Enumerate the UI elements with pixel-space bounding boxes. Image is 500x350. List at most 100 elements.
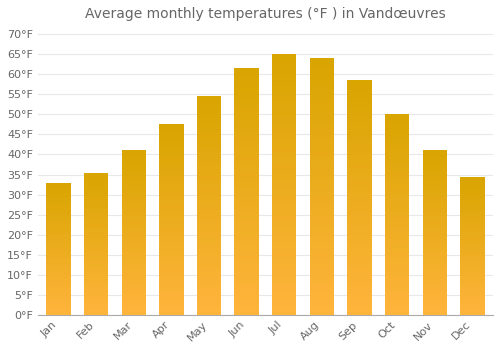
Bar bbox=[272, 91, 296, 96]
Bar bbox=[348, 90, 372, 95]
Bar bbox=[159, 300, 184, 303]
Bar bbox=[460, 240, 484, 243]
Bar bbox=[197, 245, 221, 249]
Bar bbox=[197, 228, 221, 232]
Bar bbox=[348, 249, 372, 254]
Bar bbox=[122, 312, 146, 315]
Bar bbox=[348, 136, 372, 141]
Bar bbox=[422, 308, 447, 312]
Bar bbox=[159, 261, 184, 265]
Bar bbox=[272, 101, 296, 106]
Bar bbox=[310, 212, 334, 217]
Bar bbox=[234, 275, 259, 280]
Bar bbox=[422, 275, 447, 279]
Bar bbox=[122, 229, 146, 233]
Bar bbox=[422, 150, 447, 154]
Bar bbox=[197, 293, 221, 297]
Bar bbox=[159, 186, 184, 189]
Bar bbox=[272, 75, 296, 80]
Bar bbox=[197, 184, 221, 188]
Bar bbox=[122, 157, 146, 160]
Bar bbox=[422, 187, 447, 190]
Bar bbox=[460, 232, 484, 235]
Bar bbox=[385, 183, 409, 187]
Bar bbox=[84, 187, 108, 190]
Bar bbox=[422, 154, 447, 157]
Bar bbox=[84, 198, 108, 201]
Bar bbox=[197, 267, 221, 271]
Bar bbox=[272, 200, 296, 205]
Bar bbox=[159, 273, 184, 277]
Bar bbox=[310, 69, 334, 74]
Bar bbox=[272, 169, 296, 174]
Bar bbox=[84, 301, 108, 303]
Bar bbox=[46, 193, 70, 196]
Bar bbox=[122, 177, 146, 180]
Bar bbox=[197, 188, 221, 193]
Bar bbox=[84, 281, 108, 284]
Bar bbox=[197, 205, 221, 210]
Bar bbox=[46, 198, 70, 201]
Bar bbox=[234, 310, 259, 315]
Bar bbox=[46, 217, 70, 219]
Bar bbox=[422, 226, 447, 229]
Bar bbox=[159, 132, 184, 136]
Bar bbox=[348, 127, 372, 132]
Bar bbox=[197, 288, 221, 293]
Bar bbox=[272, 268, 296, 273]
Bar bbox=[310, 284, 334, 289]
Bar bbox=[272, 258, 296, 263]
Bar bbox=[46, 299, 70, 302]
Bar bbox=[460, 248, 484, 251]
Bar bbox=[422, 183, 447, 187]
Bar bbox=[159, 125, 184, 128]
Bar bbox=[84, 195, 108, 198]
Bar bbox=[310, 299, 334, 304]
Bar bbox=[46, 270, 70, 272]
Bar bbox=[234, 211, 259, 216]
Bar bbox=[422, 213, 447, 216]
Bar bbox=[46, 214, 70, 217]
Bar bbox=[348, 141, 372, 146]
Bar bbox=[348, 291, 372, 296]
Bar bbox=[310, 253, 334, 258]
Bar bbox=[46, 248, 70, 251]
Bar bbox=[122, 226, 146, 229]
Bar bbox=[348, 104, 372, 108]
Bar bbox=[122, 288, 146, 292]
Bar bbox=[122, 170, 146, 174]
Bar bbox=[159, 166, 184, 170]
Bar bbox=[272, 284, 296, 289]
Bar bbox=[348, 301, 372, 306]
Bar bbox=[272, 294, 296, 299]
Bar bbox=[197, 258, 221, 262]
Title: Average monthly temperatures (°F ) in Vandœuvres: Average monthly temperatures (°F ) in Va… bbox=[85, 7, 446, 21]
Bar bbox=[460, 312, 484, 315]
Bar bbox=[122, 266, 146, 269]
Bar bbox=[159, 288, 184, 292]
Bar bbox=[159, 223, 184, 227]
Bar bbox=[310, 58, 334, 315]
Bar bbox=[84, 210, 108, 212]
Bar bbox=[197, 249, 221, 254]
Bar bbox=[234, 98, 259, 103]
Bar bbox=[460, 210, 484, 212]
Bar bbox=[460, 282, 484, 284]
Bar bbox=[122, 193, 146, 196]
Bar bbox=[385, 178, 409, 183]
Bar bbox=[310, 197, 334, 202]
Bar bbox=[122, 180, 146, 183]
Bar bbox=[272, 54, 296, 60]
Bar bbox=[422, 150, 447, 315]
Bar bbox=[272, 179, 296, 184]
Bar bbox=[122, 233, 146, 236]
Bar bbox=[46, 219, 70, 222]
Bar bbox=[460, 196, 484, 199]
Bar bbox=[197, 166, 221, 171]
Bar bbox=[84, 289, 108, 292]
Bar bbox=[422, 196, 447, 200]
Bar bbox=[460, 287, 484, 290]
Bar bbox=[310, 74, 334, 79]
Bar bbox=[460, 207, 484, 210]
Bar bbox=[234, 187, 259, 191]
